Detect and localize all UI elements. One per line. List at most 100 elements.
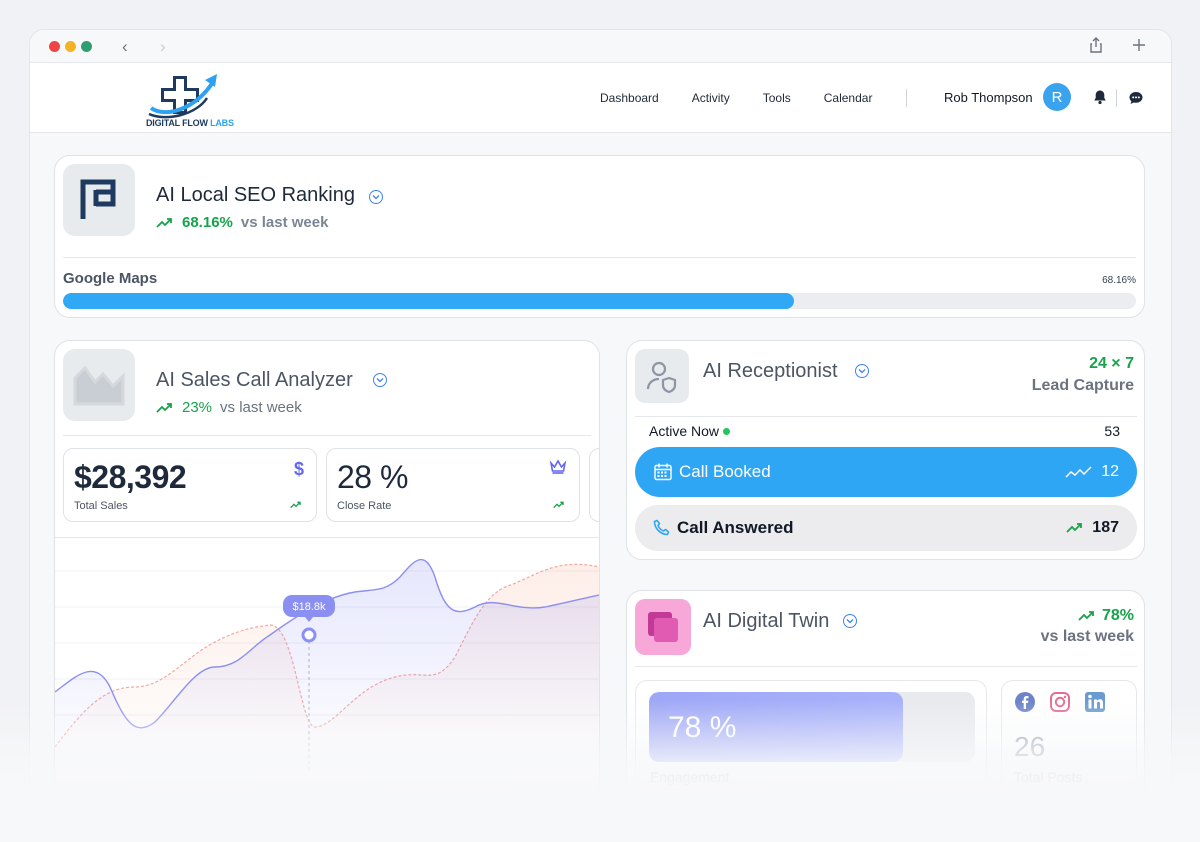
nav-activity[interactable]: Activity — [691, 91, 730, 105]
availability-value: 24 × 7 — [1089, 355, 1134, 372]
bell-icon[interactable] — [1092, 89, 1108, 110]
logo-text: DIGITAL FLOW LABS — [146, 118, 234, 128]
engagement-label: Engagement — [650, 769, 730, 785]
card-title: AI Sales Call Analyzer — [156, 369, 353, 391]
stat-total-sales[interactable]: $28,392 Total Sales $ — [63, 448, 317, 522]
engagement-panel[interactable]: 78 % Engagement — [635, 680, 987, 790]
posts-label: Total Posts — [1014, 769, 1083, 785]
divider — [63, 257, 1136, 258]
seo-ranking-card: AI Local SEO Ranking 68.16% vs last week… — [54, 155, 1145, 318]
image-icon-tile — [63, 349, 135, 421]
call-answered-row[interactable]: Call Answered 187 — [635, 505, 1137, 551]
divider — [906, 89, 907, 107]
trend-indicator: 68.16% vs last week — [156, 214, 328, 231]
layers-icon-tile — [635, 599, 691, 655]
card-title: AI Receptionist — [703, 360, 838, 382]
trend-percent: 78% — [1101, 607, 1134, 624]
trend-text: vs last week — [240, 214, 329, 231]
trend-text: vs last week — [1040, 628, 1134, 645]
active-now-text: Active Now — [649, 423, 720, 439]
stat-value: $28,392 — [74, 459, 187, 495]
chevron-down-icon[interactable] — [843, 614, 857, 628]
card-title: AI Local SEO Ranking — [156, 184, 355, 206]
row-value: 187 — [1092, 519, 1119, 536]
instagram-icon[interactable] — [1049, 691, 1071, 713]
phone-icon — [653, 519, 670, 536]
chevron-down-icon[interactable] — [855, 364, 869, 378]
chart-tooltip — [283, 595, 335, 617]
trend-percent: 23% — [182, 399, 213, 416]
flag-icon — [80, 179, 116, 219]
active-now-label: Active Now — [649, 423, 731, 439]
divider — [55, 537, 599, 538]
user-name[interactable]: Rob Thompson — [944, 90, 1033, 105]
posts-value: 26 — [1014, 731, 1046, 762]
logo-icon[interactable] — [145, 68, 225, 130]
facebook-icon[interactable] — [1014, 691, 1036, 713]
nav-tools[interactable]: Tools — [762, 91, 791, 105]
divider — [1116, 89, 1117, 107]
image-placeholder-icon — [73, 365, 125, 406]
linkedin-icon[interactable] — [1084, 691, 1106, 713]
chat-icon[interactable] — [1128, 90, 1144, 111]
chevron-down-icon[interactable] — [369, 190, 383, 204]
engagement-value: 78 % — [668, 711, 737, 744]
new-tab-icon[interactable] — [1130, 36, 1148, 59]
divider — [635, 666, 1137, 667]
progress-label: Google Maps — [63, 270, 158, 287]
card-title: AI Digital Twin — [703, 610, 830, 632]
dollar-icon: $ — [293, 459, 304, 479]
progress-bar — [63, 293, 1136, 309]
top-navigation: Dashboard Activity Tools Calendar — [600, 91, 872, 105]
row-label: Call Booked — [679, 462, 771, 481]
active-status-dot — [723, 427, 731, 435]
browser-window: ‹ › DIGITAL FLOW LABS Dashboard Activity… — [30, 30, 1171, 842]
row-value: 12 — [1101, 463, 1119, 480]
crown-icon — [549, 459, 567, 474]
minimize-window-button[interactable] — [65, 41, 76, 52]
maximize-window-button[interactable] — [81, 41, 92, 52]
avatar[interactable]: R — [1043, 83, 1071, 111]
stat-close-rate[interactable]: 28 % Close Rate — [326, 448, 580, 522]
call-booked-row[interactable]: Call Booked 12 — [635, 447, 1137, 497]
user-shield-icon — [646, 361, 677, 394]
stat-label: Close Rate — [337, 500, 392, 512]
trend-up-icon — [156, 402, 172, 413]
trend-up-icon — [553, 501, 564, 509]
app-header: DIGITAL FLOW LABS Dashboard Activity Too… — [30, 63, 1171, 133]
row-label: Call Answered — [677, 518, 794, 537]
forward-arrow-icon[interactable]: › — [160, 37, 166, 56]
browser-chrome: ‹ › — [30, 30, 1171, 63]
close-window-button[interactable] — [49, 41, 60, 52]
nav-calendar[interactable]: Calendar — [823, 91, 873, 105]
progress-value: 68.16% — [1102, 275, 1136, 286]
trend-up-icon — [290, 501, 301, 509]
sales-call-analyzer-card: AI Sales Call Analyzer 23% vs last week … — [54, 340, 600, 810]
chevron-down-icon[interactable] — [373, 373, 387, 387]
digital-twin-card: AI Digital Twin 78% vs last week 78 % En… — [626, 590, 1145, 840]
person-shield-icon-tile — [635, 349, 689, 403]
stat-label: Total Sales — [74, 500, 128, 512]
stat-card-partial[interactable] — [589, 448, 599, 522]
share-icon[interactable] — [1087, 36, 1105, 59]
trend-indicator: 23% vs last week — [156, 399, 302, 416]
divider — [63, 435, 591, 436]
availability-label: Lead Capture — [1031, 377, 1134, 394]
divider — [635, 416, 1137, 417]
back-arrow-icon[interactable]: ‹ — [122, 37, 128, 56]
trend-up-icon — [1065, 466, 1092, 478]
trend-up-icon — [1078, 611, 1094, 621]
receptionist-card: AI Receptionist 24 × 7 Lead Capture Acti… — [626, 340, 1145, 560]
stat-value: 28 % — [337, 459, 408, 495]
trend-up-icon — [156, 217, 172, 228]
trend-percent: 68.16% — [182, 214, 233, 231]
sales-line-chart: $18.8k — [55, 558, 599, 773]
trend-indicator: 78% — [1078, 607, 1134, 625]
trend-up-icon — [1066, 523, 1083, 533]
layers-icon — [648, 612, 678, 642]
nav-dashboard[interactable]: Dashboard — [600, 91, 659, 105]
posts-panel[interactable]: 26 Total Posts — [1001, 680, 1137, 790]
trend-text: vs last week — [220, 399, 302, 416]
progress-bar-fill — [63, 293, 795, 309]
chart-hover-point[interactable] — [301, 627, 317, 643]
